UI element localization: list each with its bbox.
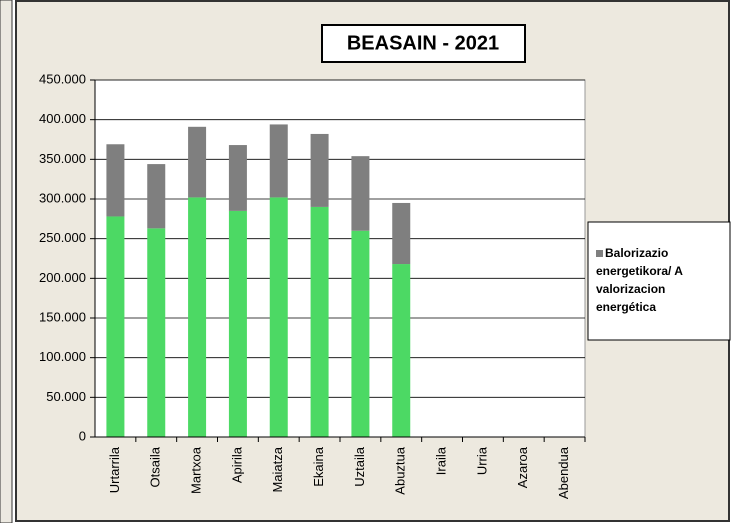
x-tick-label: Azaroa <box>515 446 530 488</box>
x-tick-label: Urria <box>474 446 489 475</box>
bar-segment <box>310 206 329 437</box>
legend-swatch <box>596 250 603 257</box>
legend-box <box>587 221 731 341</box>
y-tick-label: 150.000 <box>39 309 86 324</box>
y-tick-label: 300.000 <box>39 190 86 205</box>
bar-segment <box>269 197 288 437</box>
bar-segment <box>351 156 370 231</box>
side-panel <box>0 0 13 524</box>
bar-segment <box>392 202 411 265</box>
x-tick-label: Martxoa <box>189 446 204 494</box>
x-tick-label: Iraila <box>434 446 449 475</box>
bar-segment <box>106 144 125 217</box>
x-tick-label: Otsaila <box>148 446 163 487</box>
bar-segment <box>147 164 166 229</box>
x-tick-label: Abuztua <box>393 446 408 494</box>
y-tick-label: 200.000 <box>39 270 86 285</box>
y-tick-label: 100.000 <box>39 349 86 364</box>
y-tick-label: 250.000 <box>39 230 86 245</box>
bar-segment <box>106 216 125 437</box>
x-tick-label: Maiatza <box>270 446 285 492</box>
title-box <box>321 24 526 63</box>
y-tick-label: 450.000 <box>39 71 86 86</box>
x-tick-label: Abendua <box>556 446 571 499</box>
x-tick-label: Apirila <box>229 446 244 483</box>
bar-segment <box>392 264 411 437</box>
y-tick-label: 400.000 <box>39 111 86 126</box>
bar-segment <box>228 210 247 437</box>
x-tick-label: Uztaila <box>352 446 367 487</box>
plot-area <box>94 79 586 438</box>
y-tick-label: 50.000 <box>46 389 86 404</box>
y-tick-label: 350.000 <box>39 151 86 166</box>
bar-segment <box>188 197 207 437</box>
bar-segment <box>310 133 329 207</box>
bar-segment <box>188 126 207 198</box>
y-tick-label: 0 <box>79 428 86 443</box>
bar-segment <box>147 228 166 437</box>
bar-segment <box>228 145 247 211</box>
chart-title: BEASAIN - 2021 <box>347 32 499 54</box>
x-tick-label: Urtarrila <box>107 446 122 493</box>
bar-segment <box>269 124 288 198</box>
bar-segment <box>351 230 370 437</box>
x-tick-label: Ekaina <box>311 446 326 487</box>
